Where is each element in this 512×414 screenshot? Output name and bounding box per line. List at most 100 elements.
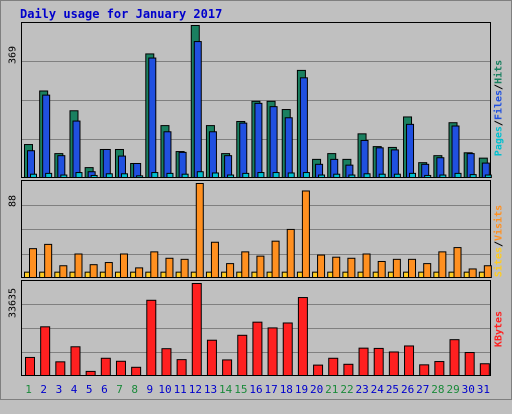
bar-visits <box>286 228 295 279</box>
chart-frame: Daily usage for January 2017 369 88 3363… <box>0 0 512 400</box>
bar-files <box>224 155 233 178</box>
bar-files <box>284 117 293 178</box>
day-label: 5 <box>86 383 93 396</box>
bar-kbytes <box>25 356 35 377</box>
day-label: 17 <box>265 383 278 396</box>
bar-pages <box>378 173 386 178</box>
bar-visits <box>453 247 462 279</box>
bar-files <box>239 122 248 178</box>
day-label: 26 <box>401 383 414 396</box>
bar-kbytes <box>252 321 263 376</box>
bar-visits <box>362 253 371 278</box>
bar-kbytes <box>191 283 202 376</box>
bar-files <box>466 153 475 178</box>
chart-title: Daily usage for January 2017 <box>20 7 223 21</box>
bar-files <box>299 77 308 178</box>
bar-files <box>254 102 263 178</box>
bar-kbytes <box>115 360 126 377</box>
bar-visits <box>165 257 174 279</box>
bar-visits <box>408 258 417 279</box>
bar-pages <box>60 174 68 179</box>
day-label: 19 <box>295 383 308 396</box>
bar-pages <box>363 173 371 178</box>
bar-kbytes <box>282 322 293 376</box>
day-label: 1 <box>25 383 32 396</box>
bar-visits <box>483 265 492 278</box>
bar-pages <box>45 172 53 178</box>
bar-pages <box>181 173 189 178</box>
bar-kbytes <box>434 361 445 376</box>
bar-pages <box>409 172 417 178</box>
day-label: 31 <box>477 383 490 396</box>
day-label: 30 <box>462 383 475 396</box>
bar-pages <box>105 173 113 178</box>
day-label: 20 <box>310 383 323 396</box>
bar-files <box>148 57 157 178</box>
bar-pages <box>30 173 37 178</box>
day-label: 15 <box>234 383 247 396</box>
bar-pages <box>424 174 432 179</box>
day-label: 29 <box>446 383 459 396</box>
bar-visits <box>135 267 144 278</box>
bar-kbytes <box>176 359 187 376</box>
bar-kbytes <box>328 357 339 376</box>
bar-visits <box>438 251 447 278</box>
bar-kbytes <box>449 339 460 376</box>
day-label: 18 <box>280 383 293 396</box>
bar-files <box>72 120 81 179</box>
day-label: 2 <box>40 383 47 396</box>
day-label: 22 <box>340 383 353 396</box>
day-label: 6 <box>101 383 108 396</box>
bar-kbytes <box>419 364 430 377</box>
bar-pages <box>196 171 204 179</box>
bar-kbytes <box>55 361 66 376</box>
day-label: 8 <box>131 383 138 396</box>
bar-pages <box>211 172 219 179</box>
bar-visits <box>423 263 432 279</box>
bar-pages <box>242 172 250 178</box>
bar-kbytes <box>40 326 51 376</box>
bar-pages <box>136 175 144 179</box>
bar-pages <box>318 174 326 179</box>
bar-visits <box>150 251 159 278</box>
bar-kbytes <box>267 327 278 376</box>
bar-files <box>451 125 460 178</box>
bar-visits <box>241 251 250 278</box>
bar-files <box>27 150 35 178</box>
day-label: 4 <box>71 383 78 396</box>
bar-pages <box>348 174 356 179</box>
bar-kbytes <box>206 339 217 377</box>
bar-kbytes <box>373 347 384 376</box>
bar-files <box>193 41 202 178</box>
bar-pages <box>439 174 447 179</box>
bar-visits <box>271 240 280 279</box>
bar-kbytes <box>237 334 248 376</box>
bar-visits <box>44 243 53 279</box>
bar-pages <box>227 174 235 179</box>
bar-files <box>406 123 415 178</box>
bar-kbytes <box>388 351 399 377</box>
bar-kbytes <box>464 352 475 376</box>
day-label: 9 <box>147 383 154 396</box>
bar-kbytes <box>479 363 490 376</box>
bar-files <box>360 139 369 179</box>
bar-visits <box>332 256 341 279</box>
day-label: 7 <box>116 383 123 396</box>
bar-kbytes <box>70 346 81 376</box>
bar-files <box>390 149 399 178</box>
bar-visits <box>301 190 310 279</box>
bar-pages <box>302 172 310 179</box>
bar-pages <box>272 172 280 179</box>
bar-kbytes <box>85 370 96 376</box>
bar-pages <box>393 173 401 178</box>
day-label: 24 <box>371 383 385 396</box>
day-label: 13 <box>204 383 217 396</box>
bar-pages <box>287 172 295 179</box>
bar-files <box>269 106 278 178</box>
bar-visits <box>392 258 401 279</box>
bar-visits <box>74 253 83 278</box>
bar-pages <box>469 174 477 179</box>
bar-visits <box>195 183 204 278</box>
bar-visits <box>226 263 235 279</box>
day-label: 14 <box>219 383 233 396</box>
